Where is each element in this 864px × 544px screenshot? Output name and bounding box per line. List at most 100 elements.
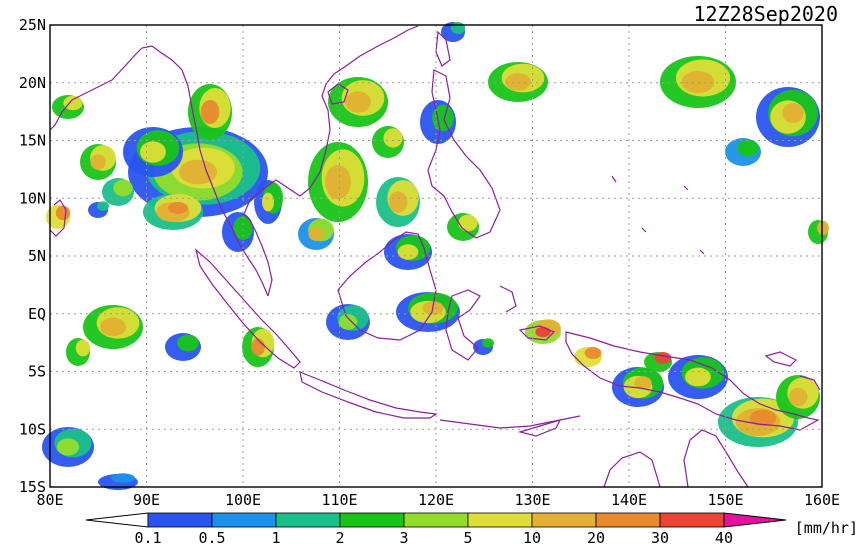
colorbar-segment [659,512,725,528]
colorbar-segment [339,512,405,528]
lat-label: 25N [19,16,46,34]
rain-cell [397,244,419,260]
rain-cell [458,214,478,232]
colorbar-segment [531,512,597,528]
coast-sulawesi [445,289,481,361]
rain-cell [178,159,218,185]
rain-cell [168,202,188,214]
colorbar-segment [275,512,341,528]
colorbar-tick-label: 20 [587,529,605,544]
coast-small-islands [611,175,705,255]
rain-cell [97,201,109,211]
colorbar-tick-label: 0.1 [134,529,161,544]
lon-label: 130E [514,491,550,509]
coast-borneo [337,231,437,341]
coast-australia [603,429,749,488]
rain-cell [100,317,126,337]
latitude-labels: 25N 20N 15N 10N 5N EQ 5S 10S 15S [19,16,46,496]
coast-philippines [427,69,501,239]
map-frame [49,24,823,488]
rain-cell [111,473,135,483]
rain-cell [681,70,715,94]
rain-cell [383,128,403,148]
lon-label: 110E [321,491,357,509]
coast-hainan [327,83,349,105]
rain-cell [338,314,358,330]
rain-cell [75,339,91,357]
lon-label: 140E [611,491,647,509]
units-label: [mm/hr] [795,519,858,537]
colorbar-over-triangle [723,512,787,528]
lon-label: 160E [804,491,840,509]
gridlines [50,25,822,487]
colorbar-tick-label: 3 [399,529,408,544]
coastline-layer [49,25,821,488]
lat-label: 5S [28,363,46,381]
lon-label: 150E [707,491,743,509]
colorbar-segment [403,512,469,528]
coast-maluku [499,285,556,341]
coast-srilanka [49,199,67,237]
rain-cell [345,91,371,113]
coast-java [299,371,438,419]
colorbar-tick-label: 1 [271,529,280,544]
coast-lesser-sunda [439,415,581,429]
lon-label: 120E [418,491,454,509]
rain-cell [200,100,220,124]
rain-cell [177,334,199,352]
lat-label: 10S [19,420,46,438]
rain-cell [233,216,253,240]
rain-cell [737,139,759,157]
rain-cell [749,409,777,427]
lat-label: 20N [19,74,46,92]
rain-cell [782,103,804,123]
colorbar-tick-label: 10 [523,529,541,544]
rain-cell [113,179,133,197]
lon-label: 80E [36,491,63,509]
rain-cell [634,376,652,390]
rain-cell [450,22,466,34]
map-title: 12Z28Sep2020 [694,2,839,26]
rain-cell [262,192,274,212]
rain-cell [817,220,829,236]
rain-cell [685,367,711,387]
coast-myanmar-thailand [151,45,269,297]
rain-cell [251,338,265,356]
rain-cell [56,438,80,456]
coast-newguinea [565,331,820,431]
lon-label: 90E [133,491,160,509]
colorbar-segment [595,512,661,528]
longitude-labels: 80E 90E 100E 110E 120E 130E 140E 150E 160E [36,491,840,509]
lat-label: 5N [28,247,46,265]
rain-cell [788,387,808,407]
lat-label: 15S [19,478,46,496]
rain-cell [654,352,672,364]
coast-taiwan [435,30,451,67]
rain-cell [535,326,551,338]
rain-layer [42,22,829,490]
lat-label: 15N [19,132,46,150]
lon-label: 100E [225,491,261,509]
colorbar-under-triangle [85,512,149,528]
coast-timor [517,419,562,437]
rain-cell [482,338,494,348]
map-area [42,22,829,490]
colorbar-segment [467,512,533,528]
rain-cell [388,191,408,213]
rain-cell [308,227,324,241]
colorbar-tick-label: 30 [651,529,669,544]
coast-indochina [243,25,419,297]
colorbar-segment [211,512,277,528]
colorbar: 0.1 0.5 1 2 3 5 10 20 30 40 [85,512,787,544]
rain-cell [140,141,166,163]
rain-cell [584,347,602,359]
rain-cell [325,164,351,200]
colorbar-tick-label: 0.5 [198,529,225,544]
coast-bismarck [764,351,821,391]
rain-cell [505,73,531,91]
rain-cell [55,205,71,221]
colorbar-tick-label: 40 [715,529,733,544]
coast-india [49,45,153,131]
rain-cell [90,154,106,170]
